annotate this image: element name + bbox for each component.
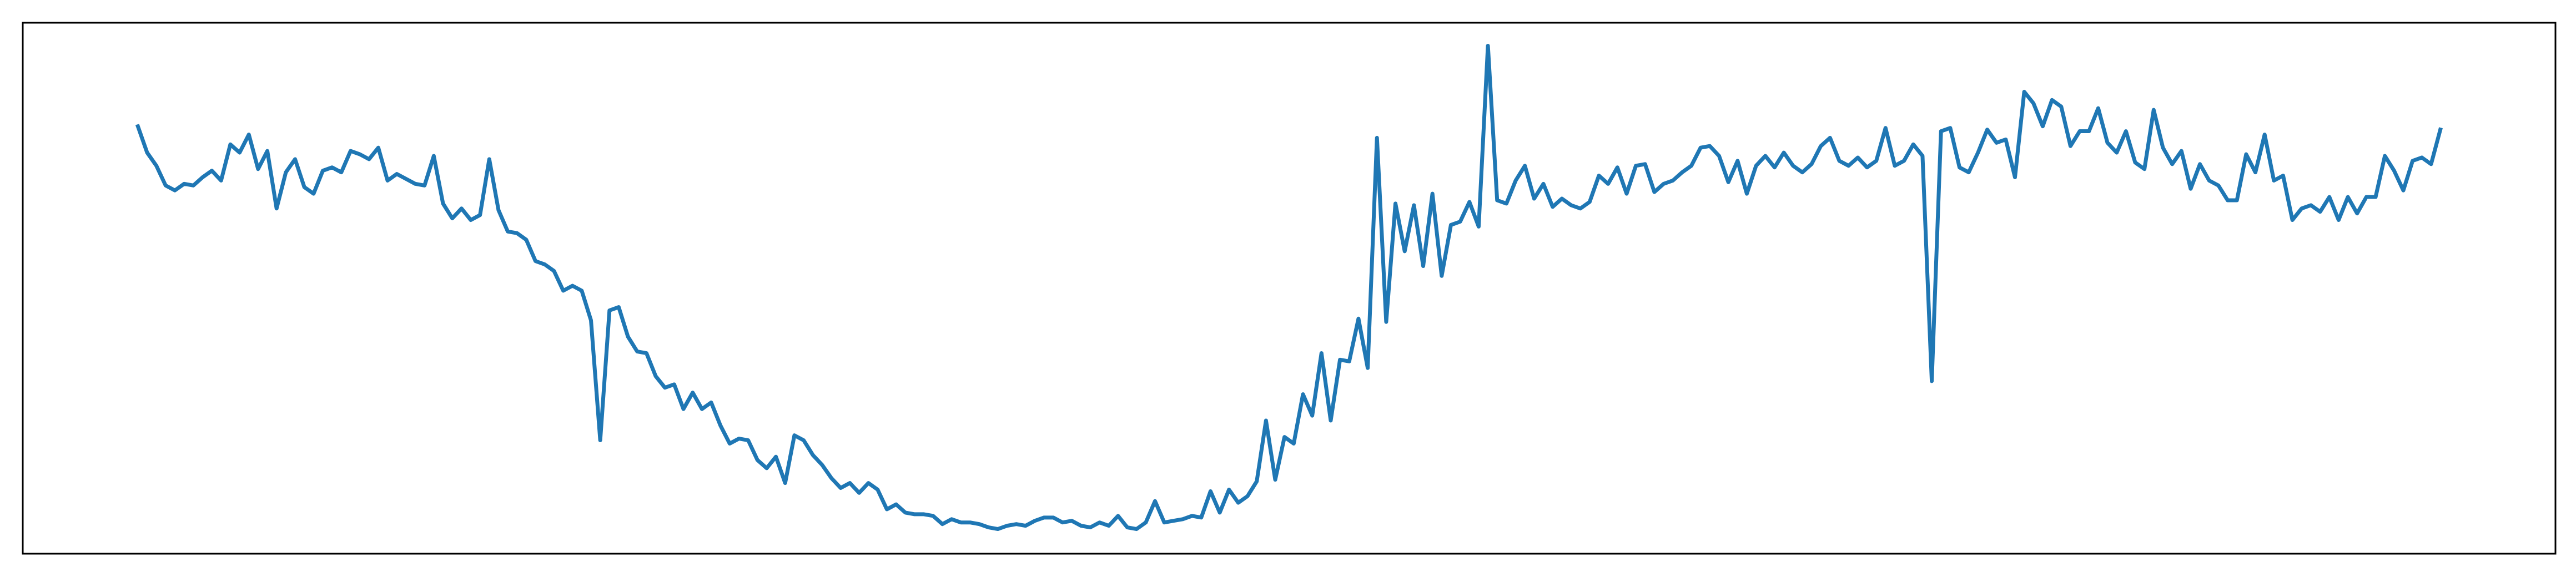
plot-frame <box>22 22 2557 555</box>
data-line <box>135 43 2443 532</box>
